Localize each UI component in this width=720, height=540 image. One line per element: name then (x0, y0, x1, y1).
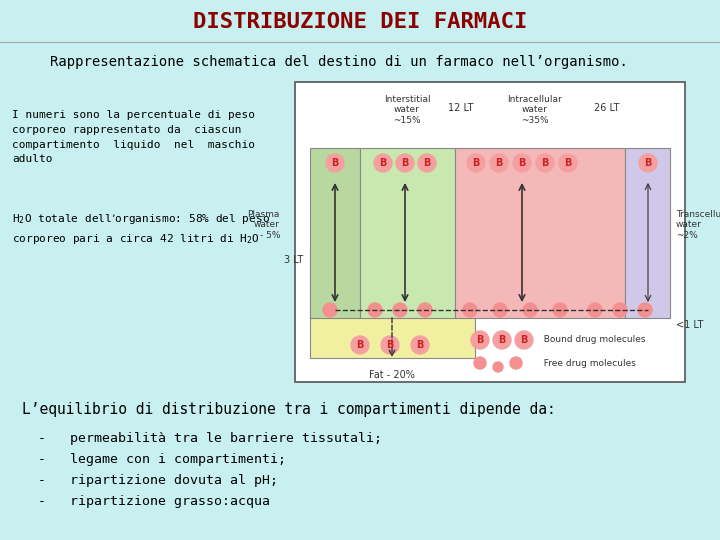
Text: B: B (387, 340, 394, 350)
Circle shape (393, 303, 407, 317)
Text: DISTRIBUZIONE DEI FARMACI: DISTRIBUZIONE DEI FARMACI (193, 12, 527, 32)
Circle shape (467, 154, 485, 172)
Text: Interstitial
water
~15%: Interstitial water ~15% (384, 95, 431, 125)
Bar (625, 148, 670, 318)
Text: Transcellular
water
~2%: Transcellular water ~2% (676, 210, 720, 240)
Circle shape (471, 331, 489, 349)
Circle shape (553, 303, 567, 317)
Text: B: B (521, 335, 528, 345)
Circle shape (510, 357, 522, 369)
Circle shape (513, 154, 531, 172)
Text: Bound drug molecules: Bound drug molecules (538, 335, 646, 345)
Text: B: B (423, 158, 431, 168)
Text: B: B (518, 158, 526, 168)
Circle shape (588, 303, 602, 317)
Text: Plasma
water
- 5%: Plasma water - 5% (248, 210, 280, 240)
Text: B: B (356, 340, 364, 350)
Circle shape (326, 154, 344, 172)
Text: B: B (498, 335, 505, 345)
Text: B: B (541, 158, 549, 168)
Circle shape (523, 303, 537, 317)
Circle shape (368, 303, 382, 317)
Circle shape (638, 303, 652, 317)
Bar (360, 148, 455, 318)
Circle shape (374, 154, 392, 172)
Circle shape (323, 303, 337, 317)
Circle shape (493, 362, 503, 372)
Circle shape (559, 154, 577, 172)
Circle shape (493, 303, 507, 317)
Circle shape (418, 154, 436, 172)
Text: B: B (401, 158, 409, 168)
Text: -   legame con i compartimenti;: - legame con i compartimenti; (22, 453, 286, 466)
Circle shape (411, 336, 429, 354)
Circle shape (639, 154, 657, 172)
Circle shape (463, 303, 477, 317)
Text: Free drug molecules: Free drug molecules (538, 359, 636, 368)
Text: B: B (495, 158, 503, 168)
Circle shape (351, 336, 369, 354)
Text: B: B (416, 340, 423, 350)
Text: -   ripartizione dovuta al pH;: - ripartizione dovuta al pH; (22, 474, 278, 487)
Text: Intracellular
water
~35%: Intracellular water ~35% (508, 95, 562, 125)
Text: B: B (379, 158, 387, 168)
Circle shape (418, 303, 432, 317)
Bar (295, 82, 685, 382)
Text: B: B (477, 335, 484, 345)
Circle shape (515, 331, 533, 349)
Circle shape (536, 154, 554, 172)
Text: Rappresentazione schematica del destino di un farmaco nell’organismo.: Rappresentazione schematica del destino … (50, 55, 628, 69)
Text: B: B (331, 158, 338, 168)
Text: I numeri sono la percentuale di peso
corporeo rappresentato da  ciascun
comparti: I numeri sono la percentuale di peso cor… (12, 110, 255, 164)
Text: H$_2$O totale dell’organismo: 58% del peso
corporeo pari a circa 42 litri di H$_: H$_2$O totale dell’organismo: 58% del pe… (12, 212, 270, 246)
Text: 12 LT: 12 LT (448, 103, 474, 113)
Text: B: B (644, 158, 652, 168)
Circle shape (493, 331, 511, 349)
Circle shape (613, 303, 627, 317)
Bar (310, 248, 475, 358)
Text: B: B (564, 158, 572, 168)
Text: B: B (472, 158, 480, 168)
Text: Fat - 20%: Fat - 20% (369, 370, 415, 380)
Text: 3 LT: 3 LT (284, 255, 303, 265)
Bar (455, 148, 625, 318)
Circle shape (396, 154, 414, 172)
Text: -   permeabilità tra le barriere tissutali;: - permeabilità tra le barriere tissutali… (22, 432, 382, 445)
Text: -   ripartizione grasso:acqua: - ripartizione grasso:acqua (22, 495, 270, 508)
Text: <1 LT: <1 LT (676, 320, 703, 330)
Text: 26 LT: 26 LT (594, 103, 619, 113)
Circle shape (474, 357, 486, 369)
Circle shape (381, 336, 399, 354)
Circle shape (490, 154, 508, 172)
Bar (310, 148, 360, 318)
Text: L’equilibrio di distribuzione tra i compartimenti dipende da:: L’equilibrio di distribuzione tra i comp… (22, 402, 556, 417)
